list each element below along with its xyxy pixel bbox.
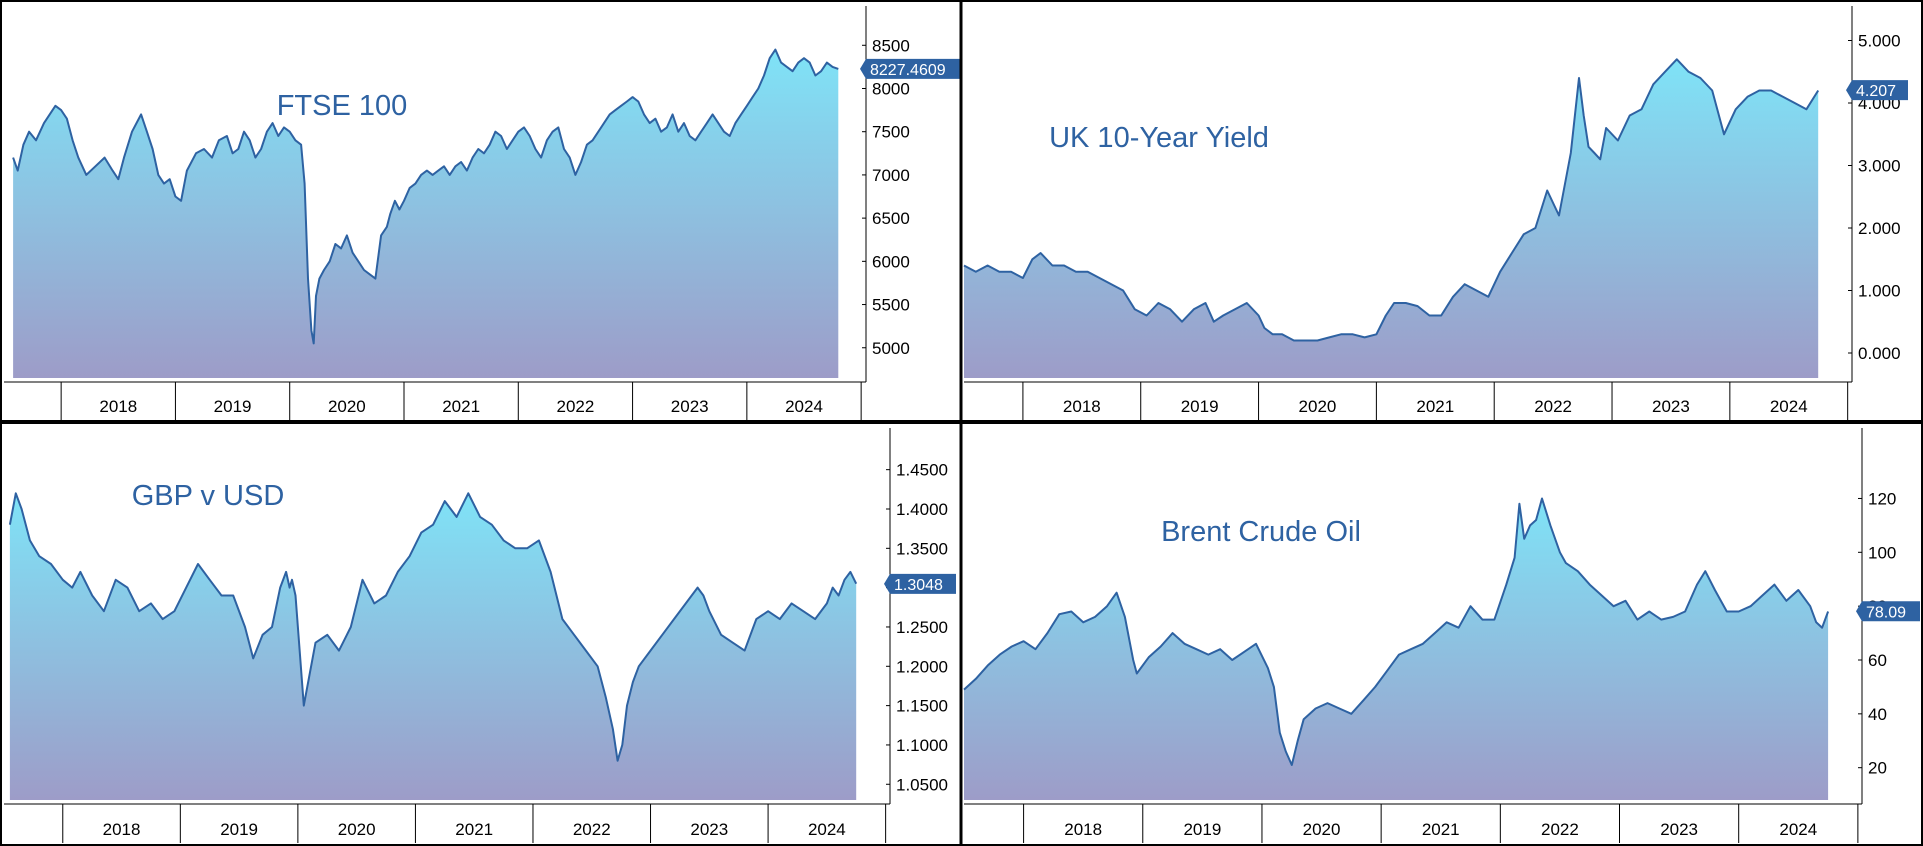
gbpusd-x-tick-label: 2022 bbox=[573, 820, 611, 839]
ftse-y-tick-label: 7000 bbox=[872, 166, 910, 185]
gilt-line-path bbox=[963, 58, 1820, 342]
brent-last-value-tag: 78.09 bbox=[1856, 601, 1920, 622]
gbpusd-x-tick-label: 2024 bbox=[808, 820, 846, 839]
ftse-y-tick-label: 8500 bbox=[872, 36, 910, 55]
ftse-y-tick-label: 6000 bbox=[872, 252, 910, 271]
gbpusd-chart-title: GBP v USD bbox=[132, 480, 285, 512]
brent-x-tick-label: 2020 bbox=[1303, 820, 1341, 839]
gbpusd-y-tick-label: 1.1500 bbox=[896, 697, 948, 716]
ftse-x-axis: 2018 2019 2020 2021 2022 2023 2024 bbox=[4, 381, 866, 420]
gilt-x-tick-label: 2022 bbox=[1534, 397, 1572, 416]
brent-y-tick-label: 120 bbox=[1868, 489, 1896, 508]
gilt-x-tick-label: 2024 bbox=[1770, 397, 1808, 416]
gilt-y-tick-label: 1.000 bbox=[1858, 282, 1901, 301]
ftse-y-tick-label: 5500 bbox=[872, 296, 910, 315]
gbpusd-series-line bbox=[8, 492, 858, 762]
ftse-100-panel: FTSE 100 8500 8000 7500 7000 6500 6000 5500 500… bbox=[0, 0, 962, 422]
brent-x-tick-label: 2022 bbox=[1541, 820, 1579, 839]
gbpusd-area-path bbox=[9, 493, 857, 800]
gbpusd-y-tick-label: 1.1000 bbox=[896, 736, 948, 755]
gilt-x-axis: 2018 2019 2020 2021 2022 2023 2024 bbox=[964, 381, 1852, 420]
gilt-x-tick-label: 2023 bbox=[1652, 397, 1690, 416]
ftse-x-tick-label: 2020 bbox=[328, 397, 366, 416]
gbpusd-x-tick-label: 2021 bbox=[455, 820, 493, 839]
gbpusd-y-tick-label: 1.4000 bbox=[896, 500, 948, 519]
ftse-x-tick-label: 2021 bbox=[442, 397, 480, 416]
gbpusd-y-tick-label: 1.2500 bbox=[896, 618, 948, 637]
gilt-series-line bbox=[963, 58, 1820, 342]
ftse-x-tick-label: 2018 bbox=[99, 397, 137, 416]
gbpusd-y-tick-label: 1.3500 bbox=[896, 539, 948, 558]
ftse-series-line bbox=[12, 48, 839, 345]
uk-10y-yield-panel: UK 10-Year Yield 5.0004.0003.0002.0001.0… bbox=[960, 0, 1923, 422]
ftse-y-tick-label: 5000 bbox=[872, 339, 910, 358]
brent-area-path bbox=[964, 498, 1829, 800]
gbpusd-last-value-marker bbox=[884, 573, 956, 594]
gilt-y-tick-label: 5.000 bbox=[1858, 32, 1901, 51]
gbpusd-last-value-tag: 1.3048 bbox=[884, 573, 956, 594]
brent-y-tick-label: 40 bbox=[1868, 705, 1887, 724]
gbpusd-line-path bbox=[8, 492, 858, 762]
gilt-last-value-tag: 4.207 bbox=[1846, 80, 1908, 101]
ftse-y-tick-label: 8000 bbox=[872, 79, 910, 98]
gilt-x-tick-label: 2019 bbox=[1181, 397, 1219, 416]
gilt-x-tick-label: 2020 bbox=[1299, 397, 1337, 416]
gilt-y-tick-label: 2.000 bbox=[1858, 219, 1901, 238]
brent-y-tick-label: 60 bbox=[1868, 651, 1887, 670]
gilt-y-tick-label: 3.000 bbox=[1858, 157, 1901, 176]
brent-series-line bbox=[963, 497, 1830, 766]
brent-x-tick-label: 2021 bbox=[1422, 820, 1460, 839]
ftse-last-value-tag: 8227.4609 bbox=[860, 58, 962, 79]
ftse-y-tick-label: 6500 bbox=[872, 209, 910, 228]
brent-last-value-label: 78.09 bbox=[1866, 604, 1906, 621]
gbpusd-y-tick-label: 1.2000 bbox=[896, 657, 948, 676]
brent-y-tick-label: 100 bbox=[1868, 543, 1896, 562]
brent-line-path bbox=[963, 497, 1830, 766]
ftse-last-value-label: 8227.4609 bbox=[870, 62, 946, 79]
brent-x-tick-label: 2019 bbox=[1183, 820, 1221, 839]
brent-x-tick-label: 2018 bbox=[1064, 820, 1102, 839]
ftse-chart-title: FTSE 100 bbox=[277, 90, 408, 122]
brent-y-tick-label: 20 bbox=[1868, 759, 1887, 778]
gbpusd-y-tick-label: 1.4500 bbox=[896, 461, 948, 480]
gbpusd-x-tick-label: 2018 bbox=[103, 820, 141, 839]
ftse-y-axis: 8500 8000 7500 7000 6500 6000 5500 5000 bbox=[862, 6, 910, 382]
ftse-x-tick-label: 2024 bbox=[785, 397, 823, 416]
brent-x-tick-label: 2024 bbox=[1779, 820, 1817, 839]
brent-crude-panel: Brent Crude Oil 12010080604020 201820192… bbox=[960, 422, 1923, 846]
gilt-x-tick-label: 2018 bbox=[1063, 397, 1101, 416]
ftse-area-fill bbox=[13, 49, 839, 378]
gilt-last-value-marker bbox=[1846, 80, 1908, 101]
gbp-usd-panel: GBP v USD 1.45001.40001.35001.30001.2500… bbox=[0, 422, 962, 846]
brent-x-axis: 2018 2019 2020 2021 2022 2023 2024 bbox=[964, 803, 1862, 843]
ftse-line-path bbox=[12, 48, 839, 345]
gbpusd-x-tick-label: 2019 bbox=[220, 820, 258, 839]
gilt-x-tick-label: 2021 bbox=[1416, 397, 1454, 416]
gbpusd-y-axis: 1.45001.40001.35001.30001.25001.20001.15… bbox=[886, 428, 948, 804]
ftse-x-tick-label: 2019 bbox=[214, 397, 252, 416]
gbpusd-last-value-label: 1.3048 bbox=[894, 577, 943, 594]
brent-chart-title: Brent Crude Oil bbox=[1161, 516, 1361, 548]
ftse-last-value-marker bbox=[860, 58, 962, 79]
gbpusd-x-tick-label: 2023 bbox=[690, 820, 728, 839]
brent-x-tick-label: 2023 bbox=[1660, 820, 1698, 839]
ftse-x-tick-label: 2022 bbox=[557, 397, 595, 416]
gilt-y-tick-label: 0.000 bbox=[1858, 344, 1901, 363]
brent-last-value-marker bbox=[1856, 601, 1920, 622]
gilt-last-value-label: 4.207 bbox=[1856, 83, 1896, 100]
gbpusd-x-tick-label: 2020 bbox=[338, 820, 376, 839]
ftse-area-path bbox=[13, 49, 839, 378]
gbpusd-x-axis: 2018 2019 2020 2021 2022 2023 2024 bbox=[4, 803, 890, 843]
brent-area-fill bbox=[964, 498, 1829, 800]
gilt-chart-title: UK 10-Year Yield bbox=[1049, 122, 1269, 154]
gbpusd-area-fill bbox=[9, 493, 857, 800]
ftse-y-tick-label: 7500 bbox=[872, 123, 910, 142]
ftse-x-tick-label: 2023 bbox=[671, 397, 709, 416]
gbpusd-y-tick-label: 1.0500 bbox=[896, 775, 948, 794]
